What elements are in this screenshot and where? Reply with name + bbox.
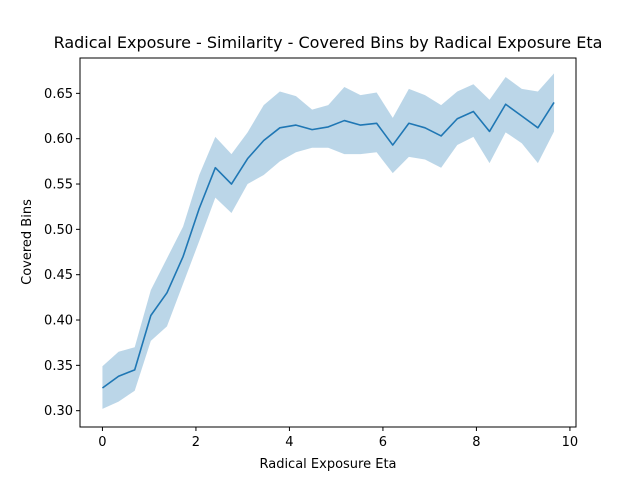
series-line: [101, 102, 555, 389]
y-axis: 0.30 0.35 0.40 0.45 0.50 0.55 0.60 0.65: [44, 87, 80, 419]
y-tick-label: 0.45: [44, 268, 73, 283]
y-tick-label: 0.65: [44, 87, 73, 102]
x-tick-label: 10: [562, 435, 579, 450]
y-tick-label: 0.50: [44, 223, 73, 238]
x-tick-label: 8: [472, 435, 480, 450]
y-tick-label: 0.60: [44, 132, 73, 147]
axes-frame: [79, 57, 577, 428]
x-axis-label: Radical Exposure Eta: [259, 457, 396, 472]
x-tick-label: 2: [192, 435, 200, 450]
x-tick-label: 0: [98, 435, 106, 450]
y-tick-label: 0.55: [44, 178, 73, 193]
y-axis-label: Covered Bins: [20, 199, 35, 285]
chart-title: Radical Exposure - Similarity - Covered …: [54, 33, 603, 52]
x-tick-label: 4: [285, 435, 293, 450]
y-tick-label: 0.35: [44, 359, 73, 374]
confidence-band: [102, 73, 555, 409]
x-axis: 0 2 4 6 8 10: [98, 427, 578, 450]
y-tick-label: 0.40: [44, 314, 73, 329]
x-tick-label: 6: [379, 435, 387, 450]
y-tick-label: 0.30: [44, 404, 73, 419]
plot-area: [101, 73, 555, 409]
